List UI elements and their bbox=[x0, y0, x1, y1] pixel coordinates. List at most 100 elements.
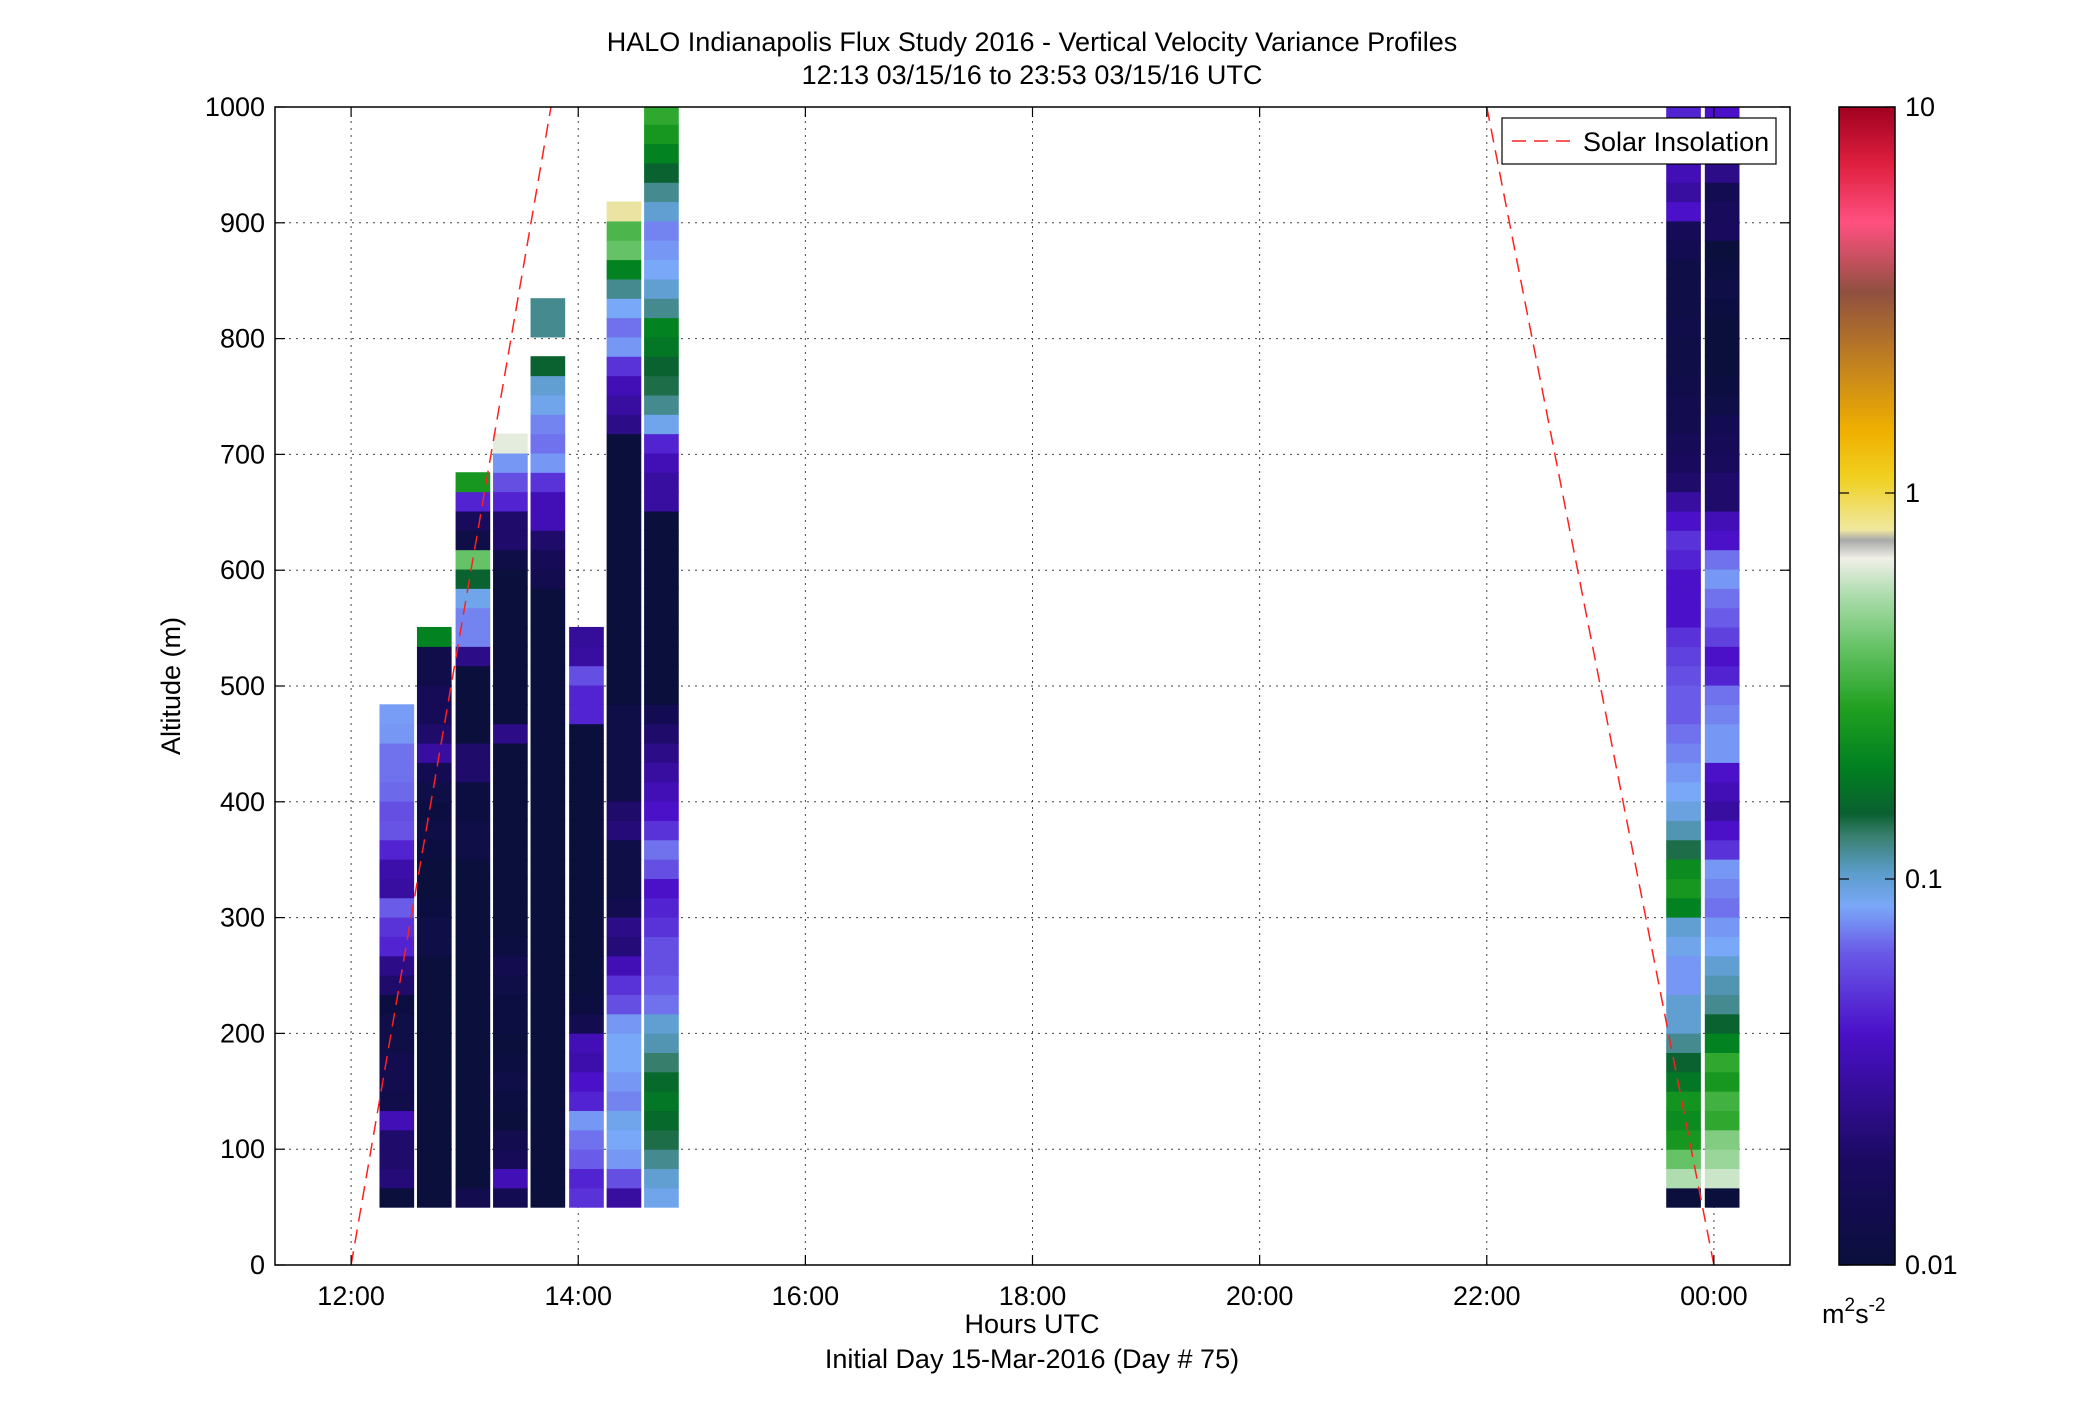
variance-cell bbox=[644, 1091, 679, 1112]
variance-cell bbox=[606, 336, 642, 357]
variance-cell bbox=[1666, 646, 1701, 667]
x-axis-ticks: 12:00 14:00 16:00 18:00 20:00 22:00 00:00 bbox=[317, 107, 1748, 1311]
variance-cell bbox=[1666, 955, 1701, 976]
variance-cell bbox=[1666, 800, 1701, 821]
variance-cell bbox=[416, 781, 452, 802]
variance-cell bbox=[493, 1013, 528, 1034]
variance-cell bbox=[455, 704, 491, 725]
y-axis-label: Altitude (m) bbox=[156, 617, 186, 755]
variance-cell bbox=[416, 839, 452, 860]
variance-cell bbox=[644, 839, 679, 860]
variance-cell bbox=[1666, 1110, 1701, 1131]
variance-cell bbox=[379, 1091, 415, 1112]
variance-cell bbox=[416, 723, 452, 744]
variance-cell bbox=[1704, 955, 1740, 976]
variance-cell bbox=[606, 917, 642, 937]
variance-cell bbox=[644, 917, 679, 937]
variance-cell bbox=[644, 1187, 679, 1208]
variance-cell bbox=[1704, 1091, 1740, 1112]
variance-cell bbox=[530, 742, 566, 763]
variance-cell bbox=[1704, 549, 1740, 570]
variance-cell bbox=[493, 588, 528, 609]
variance-cell bbox=[379, 917, 415, 937]
variance-cell bbox=[606, 800, 642, 821]
variance-cell bbox=[606, 1168, 642, 1189]
variance-cell bbox=[644, 704, 679, 725]
variance-cell bbox=[379, 1033, 415, 1053]
variance-cell bbox=[644, 820, 679, 841]
variance-cell bbox=[606, 472, 642, 493]
variance-cell bbox=[644, 298, 679, 319]
variance-cell bbox=[530, 859, 566, 879]
variance-cell bbox=[569, 936, 604, 957]
variance-cell bbox=[1704, 1071, 1740, 1092]
variance-cell bbox=[493, 859, 528, 879]
variance-cell bbox=[1704, 994, 1740, 1015]
x-axis-label-day: Initial Day 15-Mar-2016 (Day # 75) bbox=[825, 1344, 1239, 1374]
variance-cell bbox=[1704, 278, 1740, 299]
variance-cell bbox=[569, 1013, 604, 1034]
variance-cell bbox=[569, 800, 604, 821]
variance-cell bbox=[530, 375, 566, 396]
variance-cell bbox=[416, 897, 452, 918]
variance-cell bbox=[493, 1168, 528, 1189]
variance-cell bbox=[455, 568, 491, 589]
variance-cell bbox=[644, 878, 679, 899]
variance-cell bbox=[1666, 66, 1701, 86]
variance-cell bbox=[606, 530, 642, 551]
variance-cell bbox=[493, 433, 528, 454]
variance-cell bbox=[530, 472, 566, 493]
variance-cell bbox=[1704, 800, 1740, 821]
variance-cell bbox=[530, 491, 566, 512]
y-axis-ticks: 0 100 200 300 400 500 600 700 800 900 1000 bbox=[205, 92, 1790, 1280]
variance-cell bbox=[493, 1187, 528, 1208]
variance-cell bbox=[1666, 742, 1701, 763]
variance-cell bbox=[1666, 1168, 1701, 1189]
variance-cell bbox=[530, 1013, 566, 1034]
variance-cell bbox=[606, 646, 642, 667]
variance-cell bbox=[416, 1091, 452, 1112]
variance-cell bbox=[606, 452, 642, 473]
variance-cell bbox=[416, 859, 452, 879]
variance-cell bbox=[606, 356, 642, 377]
variance-cell bbox=[493, 510, 528, 531]
variance-cell bbox=[1666, 1187, 1701, 1208]
variance-cell bbox=[1704, 859, 1740, 879]
variance-cell bbox=[455, 800, 491, 821]
variance-cell bbox=[644, 240, 679, 261]
variance-cell bbox=[1666, 1149, 1701, 1170]
variance-cell bbox=[569, 859, 604, 879]
variance-cell bbox=[1705, 8, 1740, 28]
variance-cell bbox=[455, 665, 491, 686]
variance-cell bbox=[530, 549, 566, 570]
variance-cell bbox=[530, 414, 566, 435]
variance-cell bbox=[379, 742, 415, 763]
variance-cell bbox=[644, 549, 679, 570]
y-tick-label: 100 bbox=[220, 1134, 265, 1164]
variance-cell bbox=[644, 665, 679, 686]
x-axis-label: Hours UTC bbox=[964, 1309, 1099, 1339]
variance-cell bbox=[569, 704, 604, 725]
variance-cell bbox=[606, 414, 642, 435]
variance-cell bbox=[455, 1013, 491, 1034]
variance-cell bbox=[1704, 317, 1740, 338]
variance-cell bbox=[493, 897, 528, 918]
y-tick-label: 700 bbox=[220, 439, 265, 469]
solar-insolation-line-rise bbox=[350, 107, 552, 1265]
variance-cell bbox=[606, 1091, 642, 1112]
variance-cell bbox=[416, 1052, 452, 1073]
variance-cell bbox=[1704, 510, 1740, 531]
variance-cell bbox=[569, 917, 604, 937]
variance-cell bbox=[416, 975, 452, 995]
variance-cell bbox=[1666, 936, 1701, 957]
variance-cell bbox=[569, 781, 604, 802]
variance-cell bbox=[1666, 1071, 1701, 1092]
variance-cell bbox=[530, 588, 566, 609]
colorbar bbox=[1838, 106, 1896, 1266]
variance-cell bbox=[1705, 85, 1740, 105]
variance-cell bbox=[493, 607, 528, 628]
variance-cell bbox=[416, 820, 452, 841]
variance-cell bbox=[416, 704, 452, 725]
variance-cell bbox=[644, 1071, 679, 1092]
variance-cell bbox=[416, 800, 452, 821]
